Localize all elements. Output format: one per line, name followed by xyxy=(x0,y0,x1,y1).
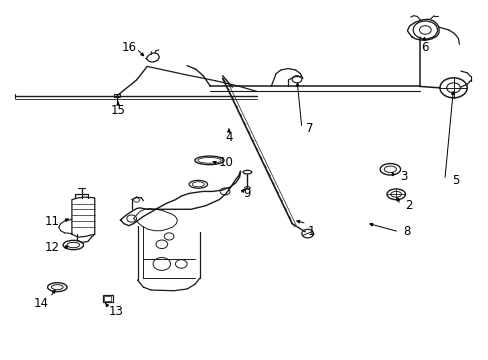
Text: 1: 1 xyxy=(307,225,315,238)
Text: 13: 13 xyxy=(108,305,123,318)
Text: 2: 2 xyxy=(404,198,412,212)
Text: 10: 10 xyxy=(218,156,233,169)
Text: 4: 4 xyxy=(225,131,232,144)
Text: 7: 7 xyxy=(306,122,313,135)
Text: 15: 15 xyxy=(110,104,125,117)
Text: 16: 16 xyxy=(122,41,137,54)
Text: 14: 14 xyxy=(34,297,49,310)
Text: 12: 12 xyxy=(45,241,60,255)
Text: 5: 5 xyxy=(451,174,459,186)
Text: 6: 6 xyxy=(420,41,427,54)
Text: 9: 9 xyxy=(243,187,250,200)
Text: 11: 11 xyxy=(45,215,60,228)
Text: 3: 3 xyxy=(400,170,407,183)
Text: 8: 8 xyxy=(403,225,410,238)
